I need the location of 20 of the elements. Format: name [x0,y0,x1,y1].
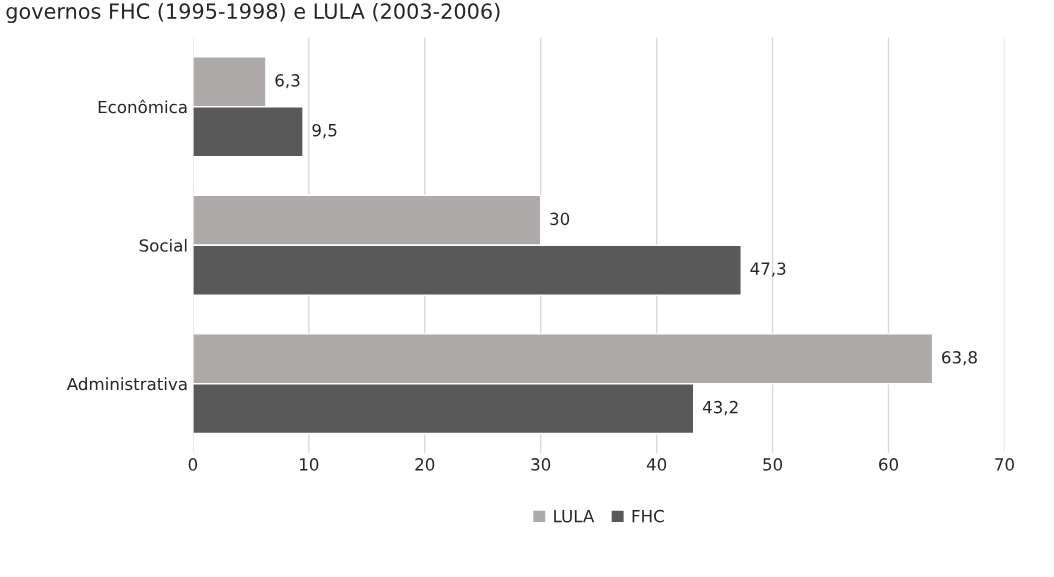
data-label: 63,8 [942,351,977,366]
y-tick-label: Administrativa [66,377,187,391]
chart-title: governos FHC (1995-1998) e LULA (2003-2006) [6,2,500,24]
data-label: 47,3 [750,262,786,277]
y-tick-label: Econômica [98,99,187,114]
x-tick-label: 30 [531,458,551,471]
x-tick-label: 0 [188,458,198,471]
data-label: 30 [550,212,570,226]
legend-label: LULA [554,510,595,523]
data-label: 6,3 [275,74,300,89]
x-tick-label: 60 [879,458,899,471]
x-tick-label: 40 [646,458,667,471]
data-label: 43,2 [702,400,738,416]
x-tick-label: 20 [415,458,435,471]
x-tick-label: 10 [300,458,319,471]
y-tick-label: Social [139,238,187,252]
legend-label: FHC [632,509,664,523]
x-tick-label: 50 [763,458,783,471]
data-label: 9,5 [312,123,337,139]
x-tick-label: 70 [995,458,1014,471]
